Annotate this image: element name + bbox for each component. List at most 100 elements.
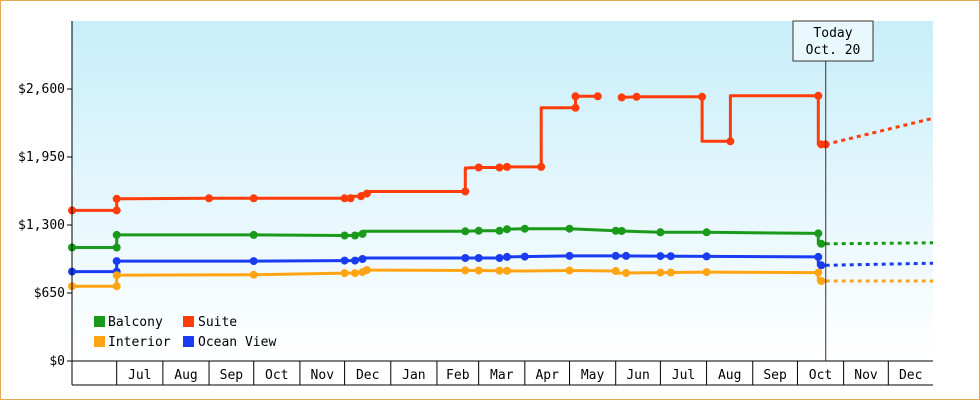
x-tick-label: Nov (854, 368, 878, 383)
x-tick-label: Sep (220, 368, 244, 383)
data-point-suite[interactable] (340, 194, 349, 203)
data-point-interior[interactable] (611, 267, 620, 275)
data-point-interior[interactable] (112, 282, 121, 291)
data-point-balcony[interactable] (474, 226, 483, 235)
data-point-suite[interactable] (346, 194, 355, 203)
y-tick-label: $0 (49, 354, 65, 369)
data-point-ocean-view[interactable] (249, 257, 258, 266)
data-point-balcony[interactable] (656, 228, 665, 237)
data-point-interior[interactable] (622, 269, 631, 277)
data-point-interior[interactable] (656, 268, 665, 277)
data-point-balcony[interactable] (112, 243, 121, 252)
data-point-suite[interactable] (571, 103, 580, 112)
data-point-balcony[interactable] (611, 226, 620, 235)
data-point-suite[interactable] (571, 92, 580, 101)
data-point-suite[interactable] (461, 187, 470, 196)
legend-swatch-interior (94, 336, 105, 347)
data-point-suite[interactable] (632, 92, 641, 101)
data-point-ocean-view[interactable] (351, 256, 359, 265)
data-point-suite[interactable] (112, 194, 121, 203)
data-point-interior[interactable] (474, 266, 483, 275)
data-point-interior[interactable] (503, 266, 511, 275)
data-point-balcony[interactable] (461, 227, 470, 236)
today-label: Today (813, 26, 852, 41)
data-point-ocean-view[interactable] (565, 251, 574, 260)
x-tick-label: Nov (311, 368, 335, 383)
data-point-balcony[interactable] (617, 227, 626, 235)
data-point-balcony[interactable] (495, 226, 504, 235)
series-layer (68, 91, 934, 291)
data-point-balcony[interactable] (520, 224, 529, 233)
data-point-interior[interactable] (249, 270, 258, 279)
x-tick-label: Dec (899, 368, 922, 383)
data-point-suite[interactable] (205, 194, 213, 203)
data-point-ocean-view[interactable] (503, 252, 511, 261)
data-point-ocean-view[interactable] (461, 254, 470, 262)
data-point-suite[interactable] (814, 91, 823, 100)
x-tick-label: Oct (265, 368, 288, 383)
data-point-ocean-view[interactable] (495, 254, 504, 262)
legend-label-suite: Suite (198, 315, 237, 330)
data-point-ocean-view[interactable] (622, 251, 631, 260)
data-point-ocean-view[interactable] (656, 252, 665, 261)
today-box (792, 20, 874, 62)
data-point-suite[interactable] (495, 163, 504, 172)
x-tick-label: Sep (763, 368, 787, 383)
x-axis-ticks: Jul Aug Sep Oct Nov Dec Jan Feb Mar Apr May Jun Jul A… (116, 361, 922, 385)
data-point-suite[interactable] (474, 163, 483, 172)
data-point-ocean-view[interactable] (112, 257, 121, 266)
data-point-interior[interactable] (666, 268, 675, 277)
data-point-balcony[interactable] (340, 231, 349, 240)
data-point-ocean-view[interactable] (814, 252, 823, 261)
axes-layer (71, 21, 933, 386)
data-point-ocean-view[interactable] (817, 261, 826, 270)
data-point-suite[interactable] (249, 194, 258, 203)
data-point-ocean-view[interactable] (666, 252, 675, 261)
data-point-suite[interactable] (362, 189, 371, 198)
data-point-ocean-view[interactable] (340, 256, 349, 265)
data-point-interior[interactable] (362, 266, 371, 274)
data-point-balcony[interactable] (817, 239, 826, 248)
data-point-interior[interactable] (814, 268, 823, 277)
data-point-ocean-view[interactable] (702, 252, 711, 261)
data-point-ocean-view[interactable] (358, 255, 367, 263)
data-point-suite[interactable] (503, 162, 511, 171)
data-point-balcony[interactable] (112, 230, 121, 239)
x-tick-label: Jan (402, 368, 425, 383)
projection-line-suite (825, 116, 934, 146)
x-tick-label: Jul (672, 368, 695, 383)
data-point-balcony[interactable] (249, 230, 258, 239)
data-point-suite[interactable] (112, 206, 121, 215)
data-point-suite[interactable] (617, 93, 626, 102)
projection-line-ocean-view (825, 261, 934, 267)
data-point-interior[interactable] (351, 269, 359, 278)
data-point-balcony[interactable] (702, 228, 711, 237)
data-point-balcony[interactable] (565, 224, 574, 233)
data-point-ocean-view[interactable] (520, 252, 529, 261)
data-point-interior[interactable] (702, 268, 711, 277)
data-point-suite[interactable] (537, 162, 546, 171)
data-point-ocean-view[interactable] (611, 251, 620, 260)
data-point-suite[interactable] (593, 92, 602, 101)
x-tick-label: Mar (490, 368, 514, 383)
data-point-balcony[interactable] (814, 229, 823, 238)
data-point-suite[interactable] (698, 92, 707, 101)
data-point-interior[interactable] (340, 269, 349, 278)
data-point-interior[interactable] (495, 266, 504, 275)
data-point-suite[interactable] (726, 137, 735, 146)
y-tick-label: $650 (34, 286, 65, 301)
data-point-interior[interactable] (461, 266, 470, 275)
legend-label-interior: Interior (108, 335, 171, 350)
data-point-interior[interactable] (565, 266, 574, 275)
today-marker: Today Oct. 20 (792, 20, 874, 62)
data-point-balcony[interactable] (358, 229, 367, 238)
data-point-interior[interactable] (112, 271, 121, 280)
data-point-ocean-view[interactable] (474, 254, 483, 262)
data-point-balcony[interactable] (351, 231, 359, 240)
data-point-balcony[interactable] (503, 225, 511, 234)
data-point-interior[interactable] (817, 277, 826, 285)
plot-background (72, 21, 933, 361)
legend-swatch-balcony (94, 316, 105, 327)
